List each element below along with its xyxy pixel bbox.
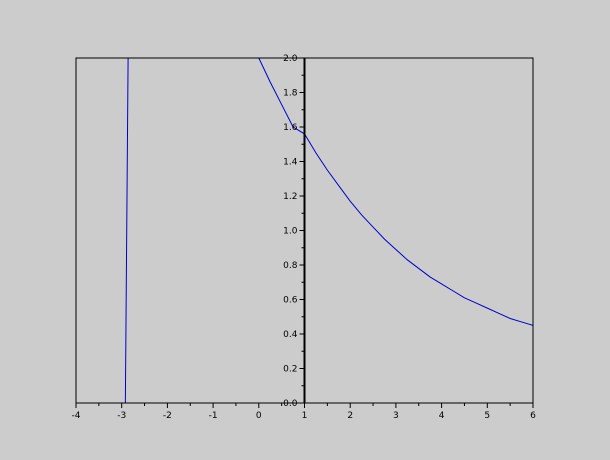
x-tick-label: -4 <box>72 411 81 421</box>
y-tick-label: 0.8 <box>283 261 298 271</box>
y-tick-label: 0.2 <box>283 365 297 375</box>
x-tick-label: 0 <box>256 411 262 421</box>
series-line-1 <box>124 58 129 403</box>
x-tick-label: 6 <box>530 411 536 421</box>
series-layer <box>124 58 533 403</box>
y-tick-label: 0.0 <box>283 399 298 409</box>
series-line-2 <box>258 58 533 326</box>
x-tick-label: 3 <box>393 411 399 421</box>
x-tick-label: 4 <box>439 411 445 421</box>
x-tick-label: -2 <box>163 411 172 421</box>
x-tick-label: 5 <box>484 411 490 421</box>
y-tick-label: 1.2 <box>283 192 297 202</box>
plot-frame <box>75 57 534 404</box>
axes-layer: -4 -3 -2 -1 0 1 2 3 4 5 6 0.0 0.2 0.4 0.6 0.8 1.0 1.2 1.4 1… <box>72 54 537 421</box>
x-tick-label: -1 <box>209 411 218 421</box>
x-tick-label: 2 <box>347 411 353 421</box>
y-tick-label: 1.6 <box>283 123 298 133</box>
x-tick-label: -3 <box>117 411 126 421</box>
y-tick-label: 2.0 <box>283 54 298 64</box>
y-tick-label: 1.0 <box>283 227 298 237</box>
y-tick-label: 1.4 <box>283 158 298 168</box>
x-tick-label: 1 <box>302 411 308 421</box>
y-tick-label: 1.8 <box>283 89 298 99</box>
y-tick-label: 0.4 <box>283 330 298 340</box>
y-tick-label: 0.6 <box>283 296 298 306</box>
